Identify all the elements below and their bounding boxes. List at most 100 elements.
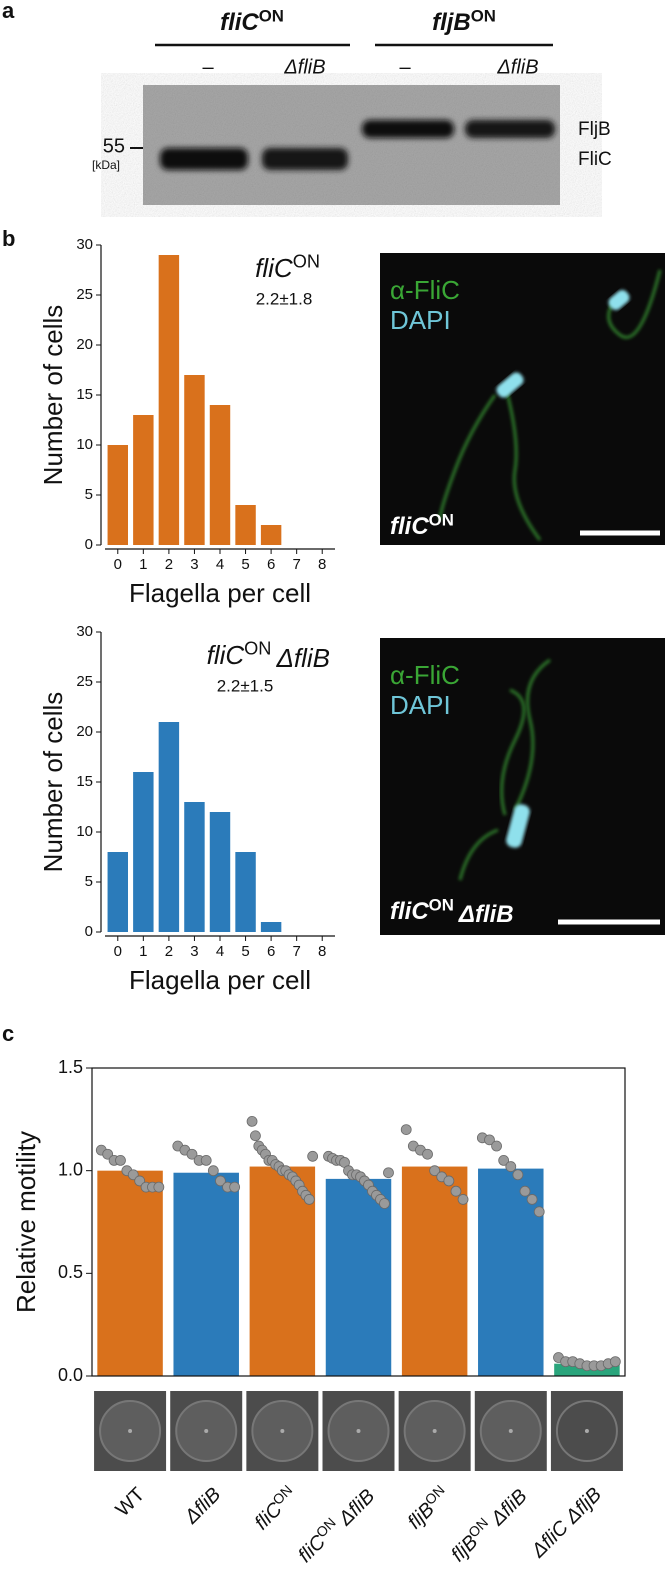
x-tick-label: ΔfliB [180,1484,225,1529]
x-tick-label: 4 [216,943,224,960]
x-tick-label: 6 [267,556,275,573]
y-tick-label: 0.5 [58,1262,83,1282]
marker-label: 55 [103,135,125,157]
blot-image [130,43,560,205]
text-piece: ON [429,896,454,915]
data-point [303,1194,315,1205]
y-axis-label: Number of cells [38,305,68,486]
text-piece: ΔfliC ΔfljB [527,1484,606,1563]
y-tick-label: 25 [76,673,93,690]
data-point [250,1130,261,1142]
x-tick-label: 7 [292,556,300,573]
data-point [443,1175,455,1187]
x-tick-label: fljBONΔfliB [445,1481,532,1568]
bar [235,505,256,545]
y-tick-label: 15 [76,773,93,790]
strain-label: fliCON ΔfliB [390,896,514,929]
x-tick-label: 1 [139,943,147,960]
bar [401,1166,468,1376]
plate-dot [432,1429,437,1433]
x-tick-label: 1 [139,556,147,573]
lane-label: – [399,56,411,78]
annotation: fliCON [255,252,320,283]
bar [184,802,205,932]
x-tick-label: 8 [318,556,326,573]
text-piece: fliC [207,640,245,670]
y-tick-label: 10 [76,436,93,453]
text-piece: fljB [432,9,471,36]
data-point [450,1185,462,1197]
x-tick-label: 8 [318,943,326,960]
annotation: fliCON ΔfliB [207,639,330,673]
bar [235,852,256,932]
stain-label: α-FliC [390,275,460,305]
bar [184,375,205,545]
data-point [153,1181,165,1193]
text-piece: ΔfliB [458,901,514,928]
y-tick-label: 15 [76,386,93,403]
data-point [307,1150,319,1162]
bar [107,445,128,545]
strain-label: fliCON [390,511,454,541]
data-point [186,1148,198,1160]
data-point [379,1198,390,1209]
text-piece: fliC [390,513,429,540]
y-tick-label: 1.5 [58,1057,83,1077]
x-tick-label: ΔfliC ΔfljB [527,1484,606,1563]
plate-image [246,1391,319,1471]
x-tick-label: 6 [267,943,275,960]
x-tick-label: 2 [165,556,173,573]
bar [158,255,180,545]
data-point [512,1169,524,1181]
data-point [533,1206,545,1218]
bar [173,1172,239,1376]
lane-label: ΔfliB [496,56,538,78]
x-axis-label: Flagella per cell [129,965,311,995]
text-piece: ΔfliB [486,1485,531,1530]
y-tick-label: 10 [76,823,93,840]
bar [107,852,128,932]
x-tick-label: fliCON [249,1481,302,1534]
text-piece: ΔfliB [275,643,330,673]
data-point [498,1155,510,1166]
plate-dot [508,1429,513,1433]
panel-label: a [2,0,15,23]
data-point [526,1194,538,1205]
text-piece: fliC [255,253,293,283]
x-tick-label: 7 [292,943,300,960]
y-tick-label: 25 [76,286,93,303]
x-tick-label: fliCONΔfliB [292,1481,379,1568]
y-tick-label: 0 [85,536,93,553]
x-tick-label: 3 [190,943,198,960]
y-tick-label: 20 [76,723,93,740]
x-tick-label: WT [112,1484,150,1522]
y-tick-label: 30 [76,623,93,640]
data-point [484,1134,495,1146]
bar [260,525,282,545]
x-tick-label: 5 [241,556,249,573]
data-point [383,1167,394,1179]
x-tick-label: 2 [165,943,173,960]
stat-label: 2.2±1.5 [217,676,274,695]
plate-image [322,1391,395,1471]
data-point [491,1140,502,1152]
y-tick-label: 5 [85,486,93,503]
bar [158,722,180,932]
stat-label: 2.2±1.8 [256,289,313,308]
text-piece: fliC [220,9,259,36]
bar [209,405,231,545]
y-tick-label: 20 [76,336,93,353]
data-point [200,1155,212,1166]
plate-image [474,1391,547,1471]
text-piece: fliC [390,898,429,925]
y-tick-label: 30 [76,236,93,253]
stain-label: DAPI [390,690,451,720]
strain-header: fliCON [220,7,284,37]
x-tick-label: fljBON [402,1481,454,1533]
y-tick-label: 5 [85,873,93,890]
panel-label: c [2,1021,14,1046]
plate-dot [204,1429,209,1433]
y-tick-label: 1.0 [58,1159,83,1179]
text-piece: ON [471,7,496,26]
